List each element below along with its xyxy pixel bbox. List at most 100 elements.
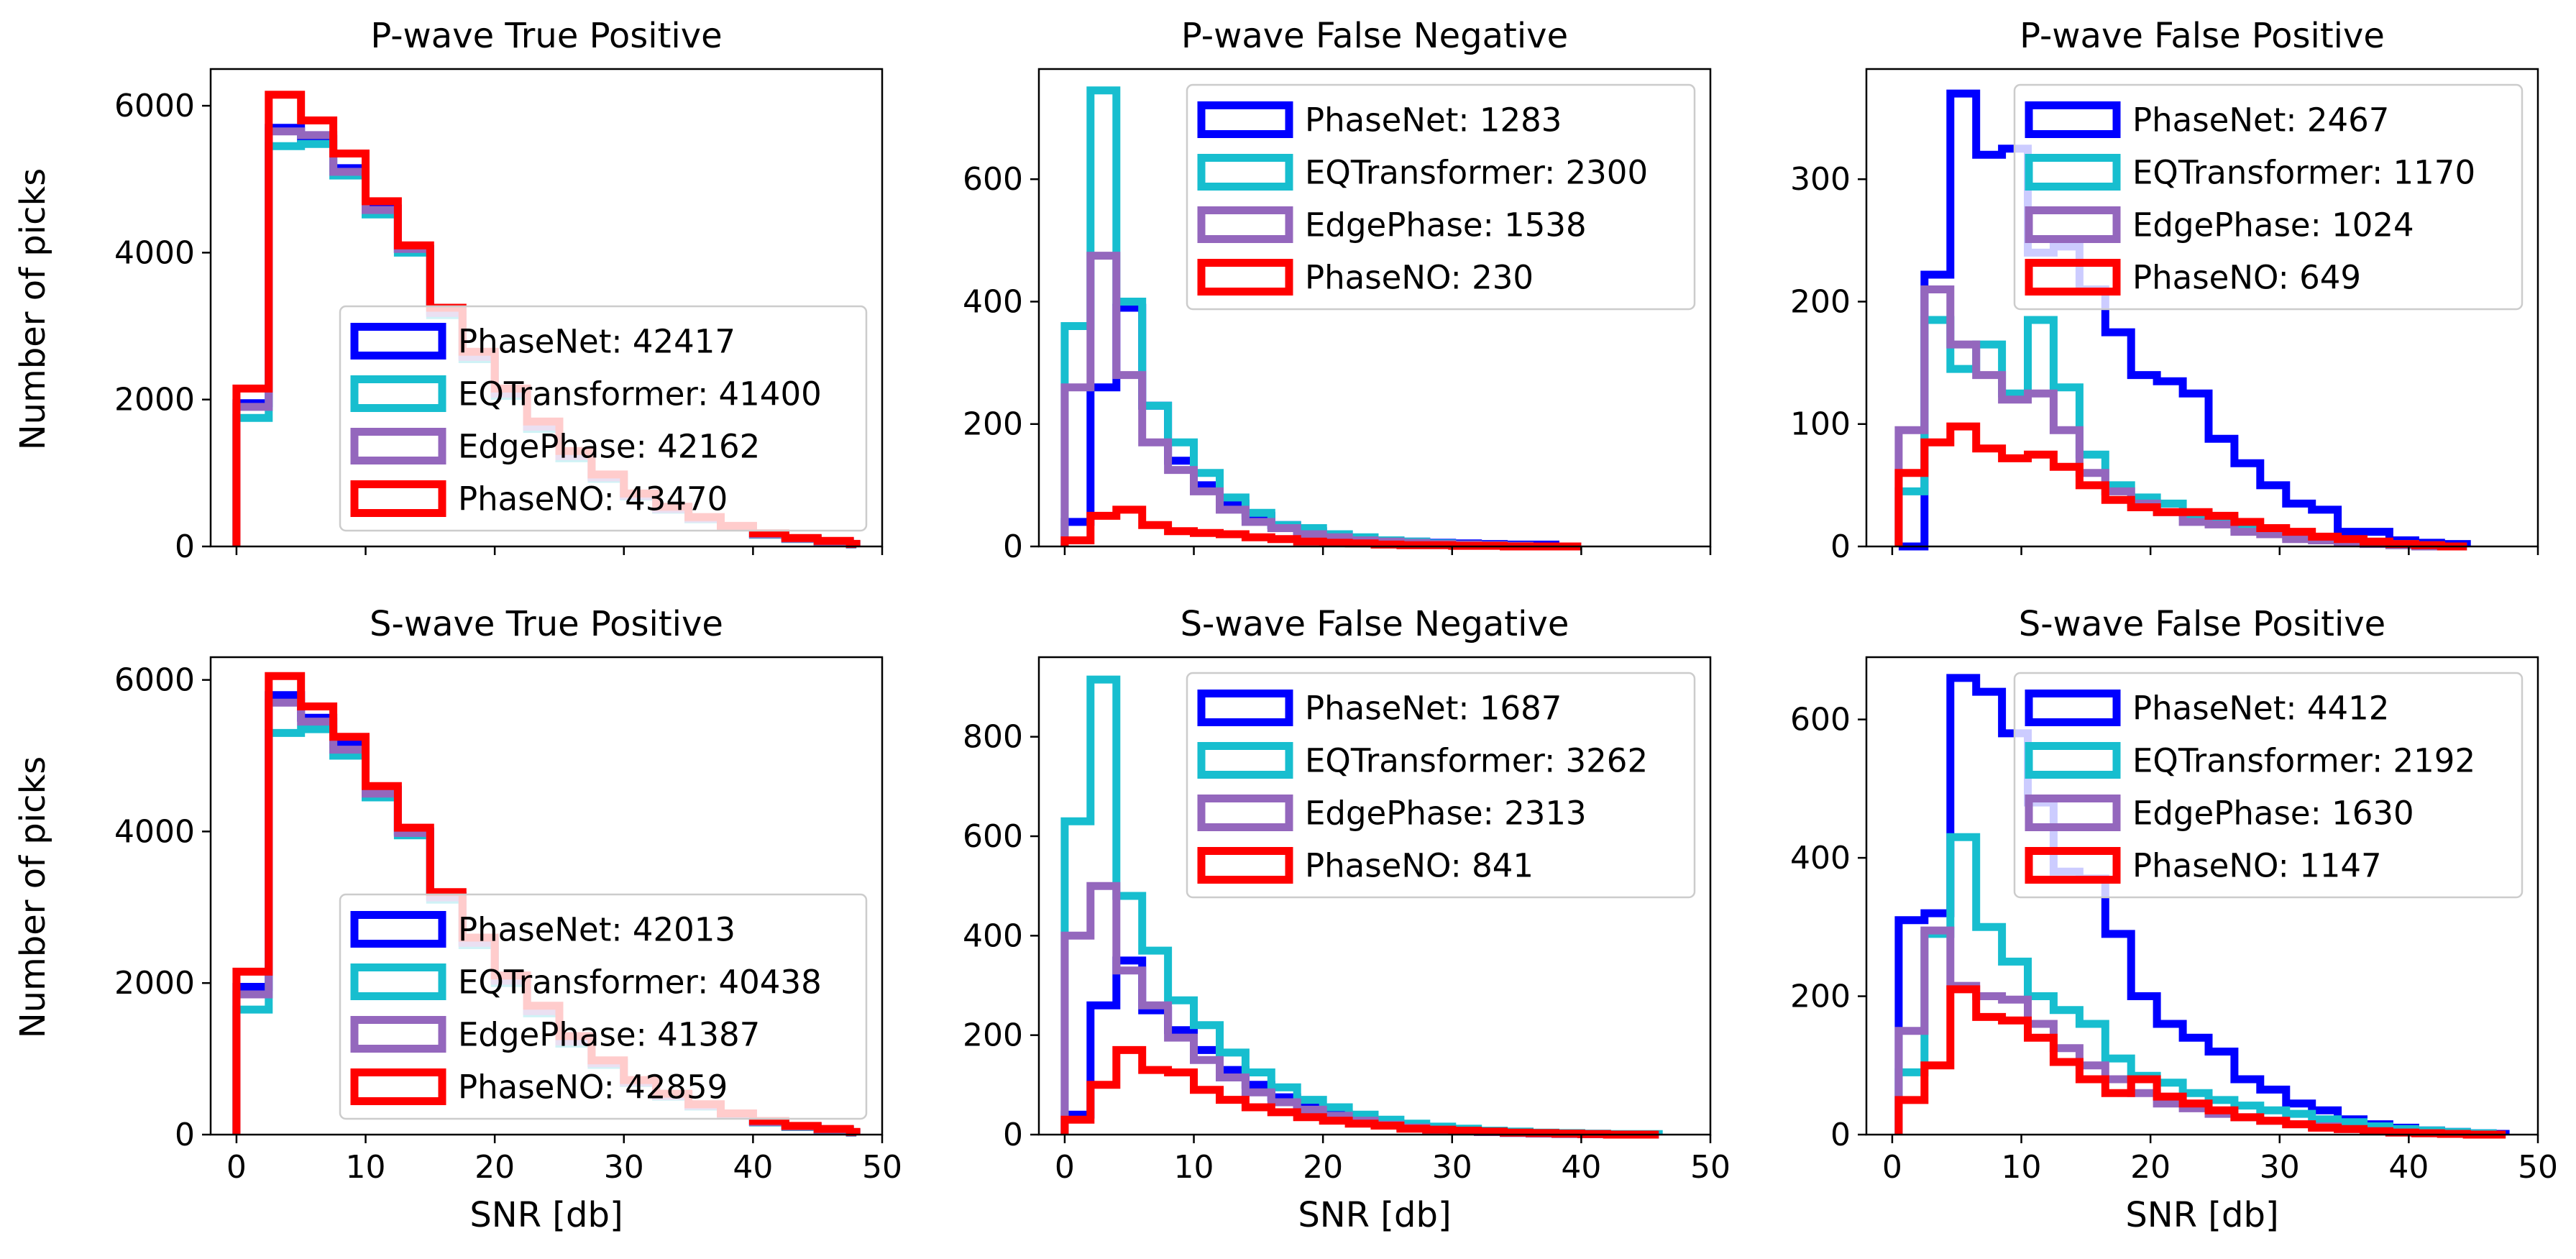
legend-label-edgephase: EdgePhase: 41387 (458, 1016, 760, 1054)
legend-frame (339, 305, 868, 532)
legend-swatch-phaseno (1197, 847, 1293, 884)
legend-label-phaseno: PhaseNO: 649 (2132, 259, 2361, 297)
legend-swatch-edgephase (2025, 206, 2121, 243)
x-tick-label: 50 (1690, 1149, 1731, 1186)
x-tick-label: 40 (733, 1149, 773, 1186)
panel-title: P-wave True Positive (370, 16, 722, 56)
series-phaseno-step (1060, 1045, 1659, 1139)
y-tick-label: 200 (963, 406, 1023, 443)
y-tick-label: 6000 (114, 88, 195, 124)
legend-label-edgephase: EdgePhase: 42162 (458, 428, 760, 466)
legend-label-phasenet: PhaseNet: 1687 (1305, 690, 1562, 728)
panel-4: S-wave True Positive 0 10 20 30 40 50 0 2000 4000… (114, 604, 902, 1235)
legend-label-eqtransformer: EQTransformer: 1170 (2132, 154, 2475, 192)
y-tick-label: 600 (963, 161, 1023, 198)
legend-label-phaseno: PhaseNO: 42859 (458, 1068, 728, 1107)
series-phasenet-step (1898, 89, 2471, 551)
y-tick-label: 4000 (114, 234, 195, 271)
x-tick-label: 50 (862, 1149, 902, 1186)
panel-title: S-wave False Positive (2019, 604, 2385, 644)
legend-swatch-edgephase (350, 428, 446, 464)
x-tick-label: 10 (2002, 1149, 2042, 1186)
legend-label-eqtransformer: EQTransformer: 2192 (2132, 742, 2475, 780)
legend-label-edgephase: EdgePhase: 2313 (1305, 795, 1587, 833)
legend-label-phasenet: PhaseNet: 42417 (458, 323, 735, 361)
legend-swatch-edgephase (2025, 795, 2121, 831)
legend-swatch-phasenet (1197, 690, 1293, 726)
y-tick-label: 0 (1830, 528, 1851, 565)
y-axis-label-bottom-row: Number of picks (13, 756, 53, 1039)
axes-frame (1865, 68, 2539, 548)
x-tick-label: 20 (1303, 1149, 1343, 1186)
panel-6: S-wave False Positive 0 10 20 30 40 50 0 200 400 6… (1790, 604, 2558, 1235)
x-axis-label: SNR [db] (2125, 1195, 2278, 1235)
x-tick-label: 30 (2260, 1149, 2300, 1186)
panel-3: P-wave False Positive 0 100 200 300 PhaseNet:… (1790, 16, 2539, 565)
legend-label-eqtransformer: EQTransformer: 3262 (1305, 742, 1648, 780)
legend-label-edgephase: EdgePhase: 1024 (2132, 206, 2414, 244)
legend-swatch-phasenet (2025, 101, 2121, 138)
legend-swatch-phaseno (2025, 847, 2121, 884)
x-tick-label: 30 (1432, 1149, 1472, 1186)
y-tick-label: 0 (1003, 1117, 1023, 1153)
series-phaseno-step (1894, 422, 2467, 551)
y-tick-label: 6000 (114, 662, 195, 699)
series-group (1060, 86, 1582, 551)
y-tick-label: 4000 (114, 813, 195, 850)
panel-title: P-wave False Negative (1181, 16, 1568, 56)
x-tick-label: 0 (1882, 1149, 1902, 1186)
legend-swatch-phaseno (350, 480, 446, 517)
x-axis-label: SNR [db] (469, 1195, 623, 1235)
legend-swatch-eqtransformer (2025, 742, 2121, 779)
panel-title: S-wave True Positive (370, 604, 723, 644)
legend-label-phaseno: PhaseNO: 230 (1305, 259, 1534, 297)
legend-swatch-eqtransformer (1197, 154, 1293, 191)
y-tick-label: 200 (963, 1017, 1023, 1054)
legend-frame (2013, 83, 2524, 311)
legend-swatch-eqtransformer (2025, 154, 2121, 191)
x-axis-label: SNR [db] (1298, 1195, 1451, 1235)
y-tick-label: 0 (1830, 1117, 1851, 1153)
series-group (1894, 674, 2510, 1139)
legend: PhaseNet: 42417 EQTransformer: 41400 EdgeP… (339, 305, 868, 532)
panel-title: P-wave False Positive (2020, 16, 2385, 56)
legend-swatch-eqtransformer (350, 375, 446, 412)
legend-label-phasenet: PhaseNet: 1283 (1305, 101, 1562, 139)
x-tick-label: 40 (1561, 1149, 1601, 1186)
legend-swatch-edgephase (350, 1016, 446, 1053)
x-tick-label: 30 (604, 1149, 644, 1186)
y-tick-label: 0 (1003, 528, 1023, 565)
legend-swatch-phaseno (1197, 259, 1293, 296)
legend-swatch-edgephase (1197, 206, 1293, 243)
axes-frame (1037, 68, 1712, 548)
panel-5: S-wave False Negative 0 10 20 30 40 50 0 200 400 6… (963, 604, 1731, 1235)
axes-frame (209, 656, 884, 1136)
series-phaseno-step (1894, 985, 2506, 1139)
panel-1: P-wave True Positive 0 2000 4000 6000 PhaseNe… (114, 16, 884, 565)
legend-label-phaseno: PhaseNO: 43470 (458, 480, 728, 518)
panel-2: P-wave False Negative 0 200 400 600 PhaseNet:… (963, 16, 1712, 565)
axes-frame (209, 68, 884, 548)
y-axis-label-top-row: Number of picks (13, 168, 53, 451)
y-tick-label: 2000 (114, 382, 195, 418)
y-tick-label: 100 (1790, 406, 1851, 443)
y-tick-label: 800 (963, 719, 1023, 756)
axes-frame (1865, 656, 2539, 1136)
y-tick-label: 2000 (114, 965, 195, 1002)
y-tick-label: 200 (1790, 283, 1851, 320)
legend-label-phaseno: PhaseNO: 841 (1305, 847, 1534, 885)
legend-swatch-phaseno (2025, 259, 2121, 296)
series-group (1060, 675, 1663, 1139)
legend-swatch-phasenet (350, 323, 446, 360)
legend: PhaseNet: 2467 EQTransformer: 1170 EdgePha… (2013, 83, 2524, 311)
legend-label-eqtransformer: EQTransformer: 2300 (1305, 154, 1648, 192)
x-tick-label: 40 (2388, 1149, 2429, 1186)
legend-label-eqtransformer: EQTransformer: 41400 (458, 375, 822, 413)
x-tick-label: 0 (226, 1149, 247, 1186)
legend-label-phasenet: PhaseNet: 4412 (2132, 690, 2389, 728)
legend-swatch-phasenet (2025, 690, 2121, 726)
legend-frame (339, 893, 868, 1120)
x-tick-label: 10 (346, 1149, 386, 1186)
